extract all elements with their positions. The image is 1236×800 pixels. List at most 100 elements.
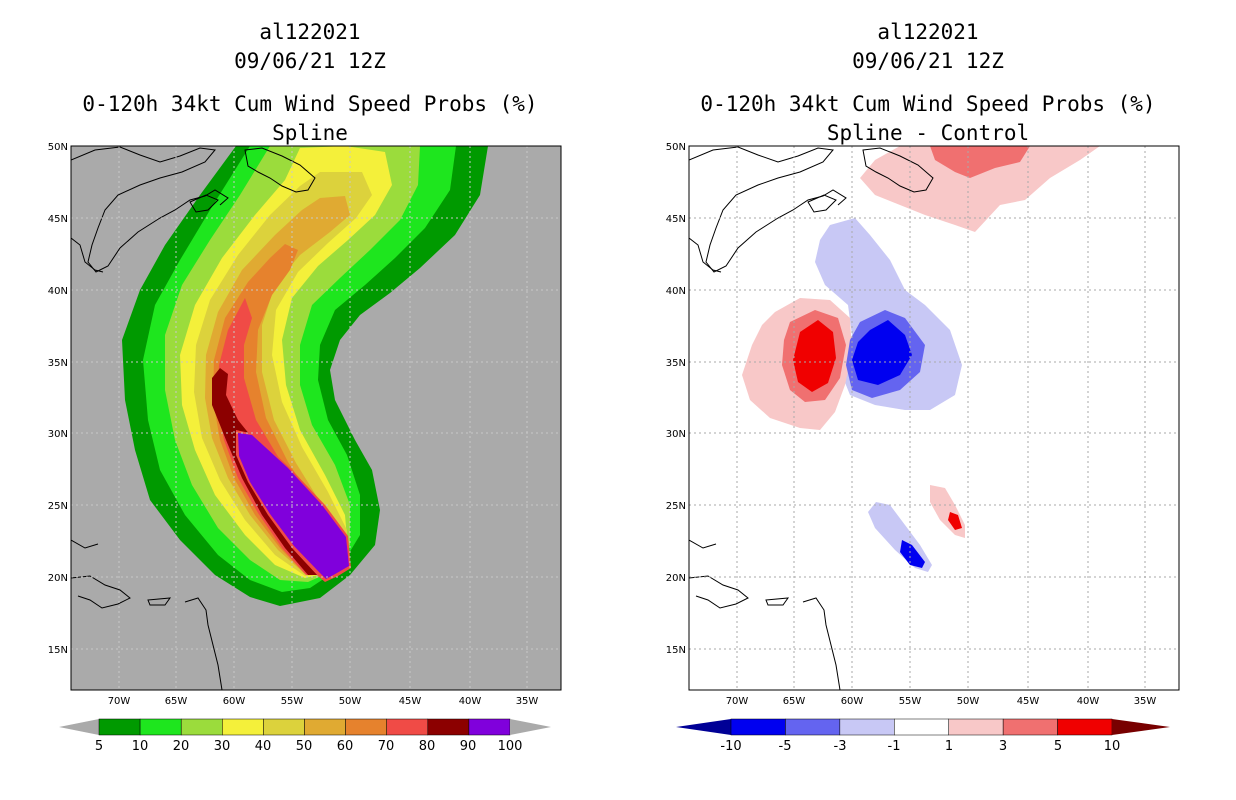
diff-positive-north-core [930, 146, 1030, 178]
right-gridlines [689, 146, 1179, 690]
right-colorbar: -10 -5 -3 -1 1 3 5 10 [676, 718, 1170, 754]
lon-label: 60W [223, 696, 246, 707]
colorbar-label: 50 [296, 739, 313, 754]
colorbar-label: 100 [498, 739, 523, 754]
colorbar-swatch [304, 718, 346, 736]
lat-label: 30N [48, 429, 68, 440]
left-map-frame [70, 145, 562, 691]
prob-band-100 [238, 433, 349, 579]
lon-label: 65W [783, 696, 806, 707]
lat-label: 25N [48, 501, 68, 512]
lon-label: 70W [108, 696, 131, 707]
colorbar-label: 70 [378, 739, 395, 754]
right-colorbar-over-arrow [1112, 719, 1170, 735]
colorbar-label: 10 [132, 739, 149, 754]
right-lon-labels: 70W 65W 60W 55W 50W 45W 40W 35W [726, 696, 1157, 707]
left-product-title: 0-120h 34kt Cum Wind Speed Probs (%) [82, 92, 538, 116]
colorbar-label: 80 [419, 739, 436, 754]
colorbar-swatch [263, 718, 305, 736]
left-datetime: 09/06/21 12Z [234, 49, 386, 73]
lon-label: 50W [339, 696, 362, 707]
left-gridlines [71, 146, 561, 690]
left-lon-labels: 70W 65W 60W 55W 50W 45W 40W 35W [108, 696, 539, 707]
lat-label: 25N [666, 501, 686, 512]
left-colorbar-swatches [98, 718, 511, 736]
colorbar-swatch [386, 718, 429, 736]
colorbar-swatch [1057, 718, 1113, 736]
lon-label: 55W [281, 696, 304, 707]
colorbar-label: 40 [255, 739, 272, 754]
diff-negative-south-core [900, 540, 925, 568]
lon-label: 65W [165, 696, 188, 707]
lat-label: 40N [48, 286, 68, 297]
right-lat-labels: 50N 45N 40N 35N 30N 25N 20N 15N [666, 142, 686, 656]
lon-label: 55W [899, 696, 922, 707]
left-coastlines [71, 146, 316, 690]
colorbar-label: 5 [95, 739, 103, 754]
right-colorbar-labels: -10 -5 -3 -1 1 3 5 10 [720, 739, 1120, 754]
lat-label: 45N [48, 214, 68, 225]
right-map [688, 145, 1180, 691]
right-subtitle: Spline - Control [826, 121, 1030, 145]
lat-label: 50N [48, 142, 68, 153]
colorbar-label: 1 [945, 739, 953, 754]
right-product-title: 0-120h 34kt Cum Wind Speed Probs (%) [700, 92, 1156, 116]
lat-label: 35N [48, 358, 68, 369]
left-colorbar-over-arrow [510, 719, 551, 735]
colorbar-swatch [222, 718, 264, 736]
colorbar-swatch [427, 718, 470, 736]
colorbar-swatch [468, 718, 511, 736]
left-colorbar-labels: 5 10 20 30 40 50 60 70 80 90 100 [95, 739, 523, 754]
lon-label: 45W [399, 696, 422, 707]
colorbar-label: -5 [779, 739, 792, 754]
lon-label: 60W [841, 696, 864, 707]
colorbar-label: 5 [1054, 739, 1062, 754]
right-datetime: 09/06/21 12Z [852, 49, 1004, 73]
left-colorbar-under-arrow [59, 719, 99, 735]
colorbar-swatch [1002, 718, 1058, 736]
lon-label: 35W [516, 696, 539, 707]
colorbar-label: 60 [337, 739, 354, 754]
lat-label: 45N [666, 214, 686, 225]
left-subtitle: Spline [272, 121, 348, 145]
right-storm-id: al122021 [877, 20, 979, 44]
left-map [70, 145, 562, 691]
left-lat-labels: 50N 45N 40N 35N 30N 25N 20N 15N [48, 142, 68, 656]
colorbar-label: 3 [999, 739, 1007, 754]
colorbar-label: 20 [173, 739, 190, 754]
colorbar-label: -10 [720, 739, 741, 754]
lon-label: 40W [459, 696, 482, 707]
colorbar-swatch [948, 718, 1004, 736]
colorbar-swatch [98, 718, 141, 736]
lat-label: 15N [48, 645, 68, 656]
colorbar-label: 10 [1104, 739, 1121, 754]
colorbar-swatch [894, 718, 949, 736]
lat-label: 50N [666, 142, 686, 153]
diff-negative-core [852, 320, 912, 385]
left-probability-swath [122, 146, 488, 606]
colorbar-label: 90 [460, 739, 477, 754]
diff-positive-core [793, 320, 836, 392]
left-storm-id: al122021 [259, 20, 361, 44]
colorbar-label: -1 [888, 739, 901, 754]
colorbar-label: -3 [834, 739, 847, 754]
right-difference-field [742, 146, 1100, 572]
diff-positive-north [860, 146, 1100, 232]
lat-label: 35N [666, 358, 686, 369]
diff-positive-south-core [948, 512, 962, 530]
lon-label: 50W [957, 696, 980, 707]
lon-label: 35W [1134, 696, 1157, 707]
lon-label: 40W [1077, 696, 1100, 707]
colorbar-swatch [180, 718, 223, 736]
lat-label: 20N [666, 573, 686, 584]
lat-label: 20N [48, 573, 68, 584]
right-coastlines [689, 146, 934, 690]
colorbar-swatch [785, 718, 841, 736]
colorbar-swatch [345, 718, 387, 736]
colorbar-label: 30 [214, 739, 231, 754]
colorbar-swatch [139, 718, 182, 736]
colorbar-swatch [730, 718, 786, 736]
right-colorbar-under-arrow [676, 719, 731, 735]
right-colorbar-swatches [730, 718, 1113, 736]
